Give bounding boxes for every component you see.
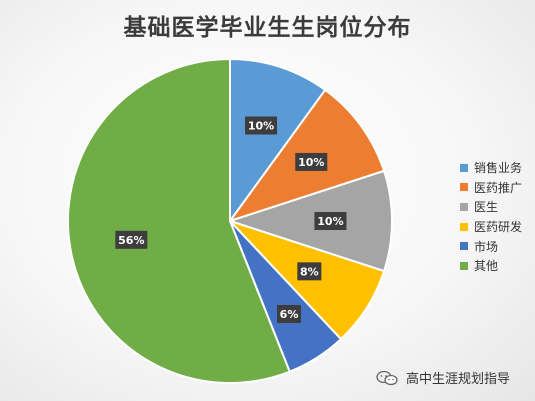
pie-slice — [67, 57, 291, 384]
data-label: 6% — [277, 305, 302, 324]
legend-label: 医药推广 — [474, 180, 523, 195]
legend-swatch — [460, 163, 468, 172]
legend-item: 市场 — [460, 236, 522, 256]
data-label: 56% — [115, 230, 148, 249]
pie-slice — [229, 57, 327, 225]
watermark-text: 高中生涯规划指导 — [406, 372, 511, 387]
data-label: 10% — [245, 116, 278, 135]
legend-item: 其他 — [460, 256, 522, 276]
legend-label: 医药研发 — [474, 220, 523, 235]
legend: 销售业务 医药推广 医生 医药研发 市场 其他 — [460, 158, 522, 276]
data-label-box — [245, 116, 278, 135]
data-label-box — [295, 152, 328, 171]
data-label-text: 10% — [298, 156, 324, 169]
data-label: 10% — [314, 212, 347, 230]
legend-label: 销售业务 — [474, 161, 523, 176]
data-label-text: 56% — [118, 234, 144, 247]
data-label-text: 10% — [248, 119, 274, 132]
data-label-text: 8% — [300, 265, 319, 278]
legend-label: 医生 — [474, 200, 499, 215]
legend-label: 市场 — [474, 239, 499, 254]
legend-item: 医生 — [460, 197, 522, 217]
data-label: 8% — [297, 262, 322, 281]
data-label-box — [314, 212, 347, 230]
legend-swatch — [460, 261, 468, 270]
data-label-box — [115, 230, 148, 249]
legend-label: 其他 — [474, 259, 499, 274]
legend-item: 医药研发 — [460, 217, 522, 237]
wechat-icon — [376, 370, 398, 385]
data-label-text: 6% — [280, 308, 299, 321]
legend-swatch — [460, 242, 468, 251]
legend-swatch — [460, 222, 468, 231]
data-label: 10% — [295, 152, 328, 171]
pie-slice — [226, 169, 393, 273]
chart-title: 基础医学毕业生生岗位分布 — [123, 15, 412, 41]
legend-item: 医药推广 — [460, 178, 522, 198]
data-label-box — [297, 262, 322, 281]
legend-swatch — [460, 202, 468, 211]
legend-swatch — [460, 183, 468, 192]
legend-item: 销售业务 — [460, 158, 522, 178]
data-label-text: 10% — [317, 215, 343, 228]
watermark: 高中生涯规划指导 — [376, 368, 510, 387]
data-label-box — [277, 305, 302, 324]
